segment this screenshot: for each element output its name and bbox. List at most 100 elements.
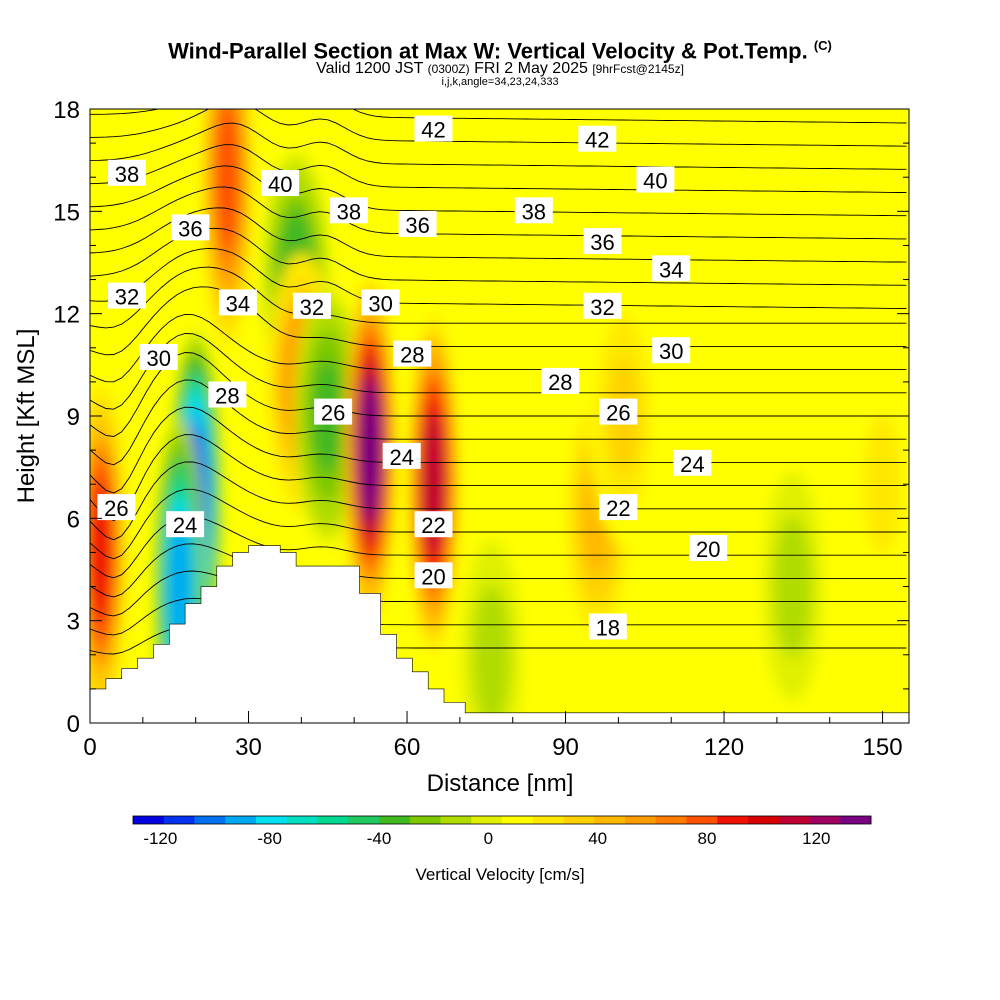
theta-label-box <box>108 282 146 309</box>
theta-contour <box>90 313 907 383</box>
theta-label-box <box>361 289 400 316</box>
theta-label-text: 38 <box>337 199 361 224</box>
theta-contour <box>90 266 907 329</box>
x-tick-label: 120 <box>704 734 744 761</box>
theta-label: 42 <box>578 125 617 153</box>
velocity-ring <box>358 377 382 523</box>
theta-label: 28 <box>208 381 247 409</box>
theta-label-box <box>673 449 712 476</box>
valid-zulu: (0300Z) <box>427 62 470 76</box>
theta-contour <box>90 461 907 541</box>
theta-label-box <box>166 511 205 538</box>
colorbar-swatch <box>563 816 595 824</box>
y-axis-label: Height [Kft MSL] <box>13 329 40 504</box>
theta-label-text: 38 <box>115 162 139 187</box>
theta-label-box <box>398 211 437 237</box>
theta-label-box <box>689 535 728 561</box>
theta-label: 20 <box>689 535 728 562</box>
chart-subtitle: Valid 1200 JST (0300Z) FRI 2 May 2025 [9… <box>0 60 1000 78</box>
theta-label: 28 <box>541 367 580 395</box>
theta-label: 40 <box>261 170 300 197</box>
theta-label-box <box>652 337 691 364</box>
theta-label-box <box>541 367 580 394</box>
theta-label: 36 <box>171 214 210 241</box>
theta-label-text: 32 <box>300 295 324 320</box>
theta-label-text: 24 <box>389 445 413 470</box>
colorbar-tick-label: -40 <box>367 829 392 848</box>
colorbar-swatch <box>717 816 749 824</box>
velocity-feature <box>758 456 827 717</box>
velocity-ring <box>867 428 898 540</box>
theta-label-text: 28 <box>215 384 239 409</box>
y-tick-label: 9 <box>67 404 80 431</box>
x-tick-label: 30 <box>235 734 262 761</box>
theta-label: 28 <box>393 340 432 368</box>
theta-contour <box>90 227 907 286</box>
theta-label-text: 30 <box>659 339 683 364</box>
velocity-ring <box>215 109 239 250</box>
theta-label: 30 <box>361 289 400 316</box>
theta-label-text: 18 <box>596 616 620 641</box>
colorbar-swatch <box>594 816 626 824</box>
theta-label-text: 24 <box>173 513 197 538</box>
y-tick-label: 3 <box>67 609 80 636</box>
colorbar-tick-label: -120 <box>143 829 177 848</box>
forecast-info: [9hrFcst@2145z] <box>592 62 684 76</box>
valid-time: Valid 1200 JST <box>316 60 424 77</box>
valid-date: FRI 2 May 2025 <box>474 60 588 77</box>
colorbar-swatch <box>133 816 165 824</box>
theta-label-text: 36 <box>178 216 202 241</box>
theta-label-text: 22 <box>421 513 445 538</box>
colorbar-swatch <box>502 816 534 824</box>
theta-label: 36 <box>583 228 622 255</box>
theta-label: 22 <box>599 494 638 521</box>
velocity-ring <box>777 530 809 643</box>
theta-label-box <box>108 159 146 186</box>
theta-label-box <box>578 125 617 152</box>
theta-label-text: 26 <box>321 401 345 426</box>
theta-contour <box>90 434 907 522</box>
theta-label-box <box>218 289 257 316</box>
theta-label-box <box>583 228 622 254</box>
theta-label: 32 <box>108 282 146 310</box>
theta-label-text: 36 <box>590 230 614 255</box>
theta-label: 26 <box>599 398 638 426</box>
velocity-feature <box>457 525 526 723</box>
theta-contour <box>90 165 907 217</box>
colorbar-swatch <box>748 816 780 824</box>
theta-label: 34 <box>652 255 691 282</box>
grid-index-info: i,j,k,angle=34,23,24,333 <box>441 76 559 88</box>
colorbar-swatch <box>225 816 257 824</box>
colorbar-swatch <box>194 816 226 824</box>
theta-contour <box>90 406 907 494</box>
colorbar-swatch <box>840 816 872 824</box>
theta-contour <box>90 207 907 263</box>
x-tick-label: 90 <box>552 734 579 761</box>
theta-contour <box>90 186 907 240</box>
theta-label: 18 <box>588 613 627 641</box>
theta-label: 32 <box>292 292 331 320</box>
theta-label-box <box>588 613 627 640</box>
theta-label: 40 <box>636 166 675 194</box>
theta-contour <box>90 109 907 147</box>
colorbar-swatch <box>625 816 657 824</box>
theta-label-box <box>636 166 675 193</box>
colorbar: -120 -80 -40 0 40 80 120 <box>132 815 872 848</box>
velocity-feature <box>344 281 396 619</box>
theta-label-text: 28 <box>400 343 424 368</box>
theta-label: 42 <box>414 115 453 143</box>
theta-label-text: 22 <box>606 496 630 521</box>
terrain <box>89 545 910 724</box>
theta-label-text: 24 <box>680 452 704 477</box>
y-tick-label: 15 <box>53 199 80 226</box>
x-tick-label: 60 <box>394 734 421 761</box>
copyright-mark: (C) <box>813 38 832 53</box>
theta-contour <box>90 333 907 410</box>
colorbar-swatch <box>256 816 288 824</box>
colorbar-frame <box>132 815 872 825</box>
chart-title-text: Wind-Parallel Section at Max W: Vertical… <box>168 38 808 64</box>
theta-label-text: 32 <box>590 295 614 320</box>
theta-label-box <box>652 255 691 282</box>
